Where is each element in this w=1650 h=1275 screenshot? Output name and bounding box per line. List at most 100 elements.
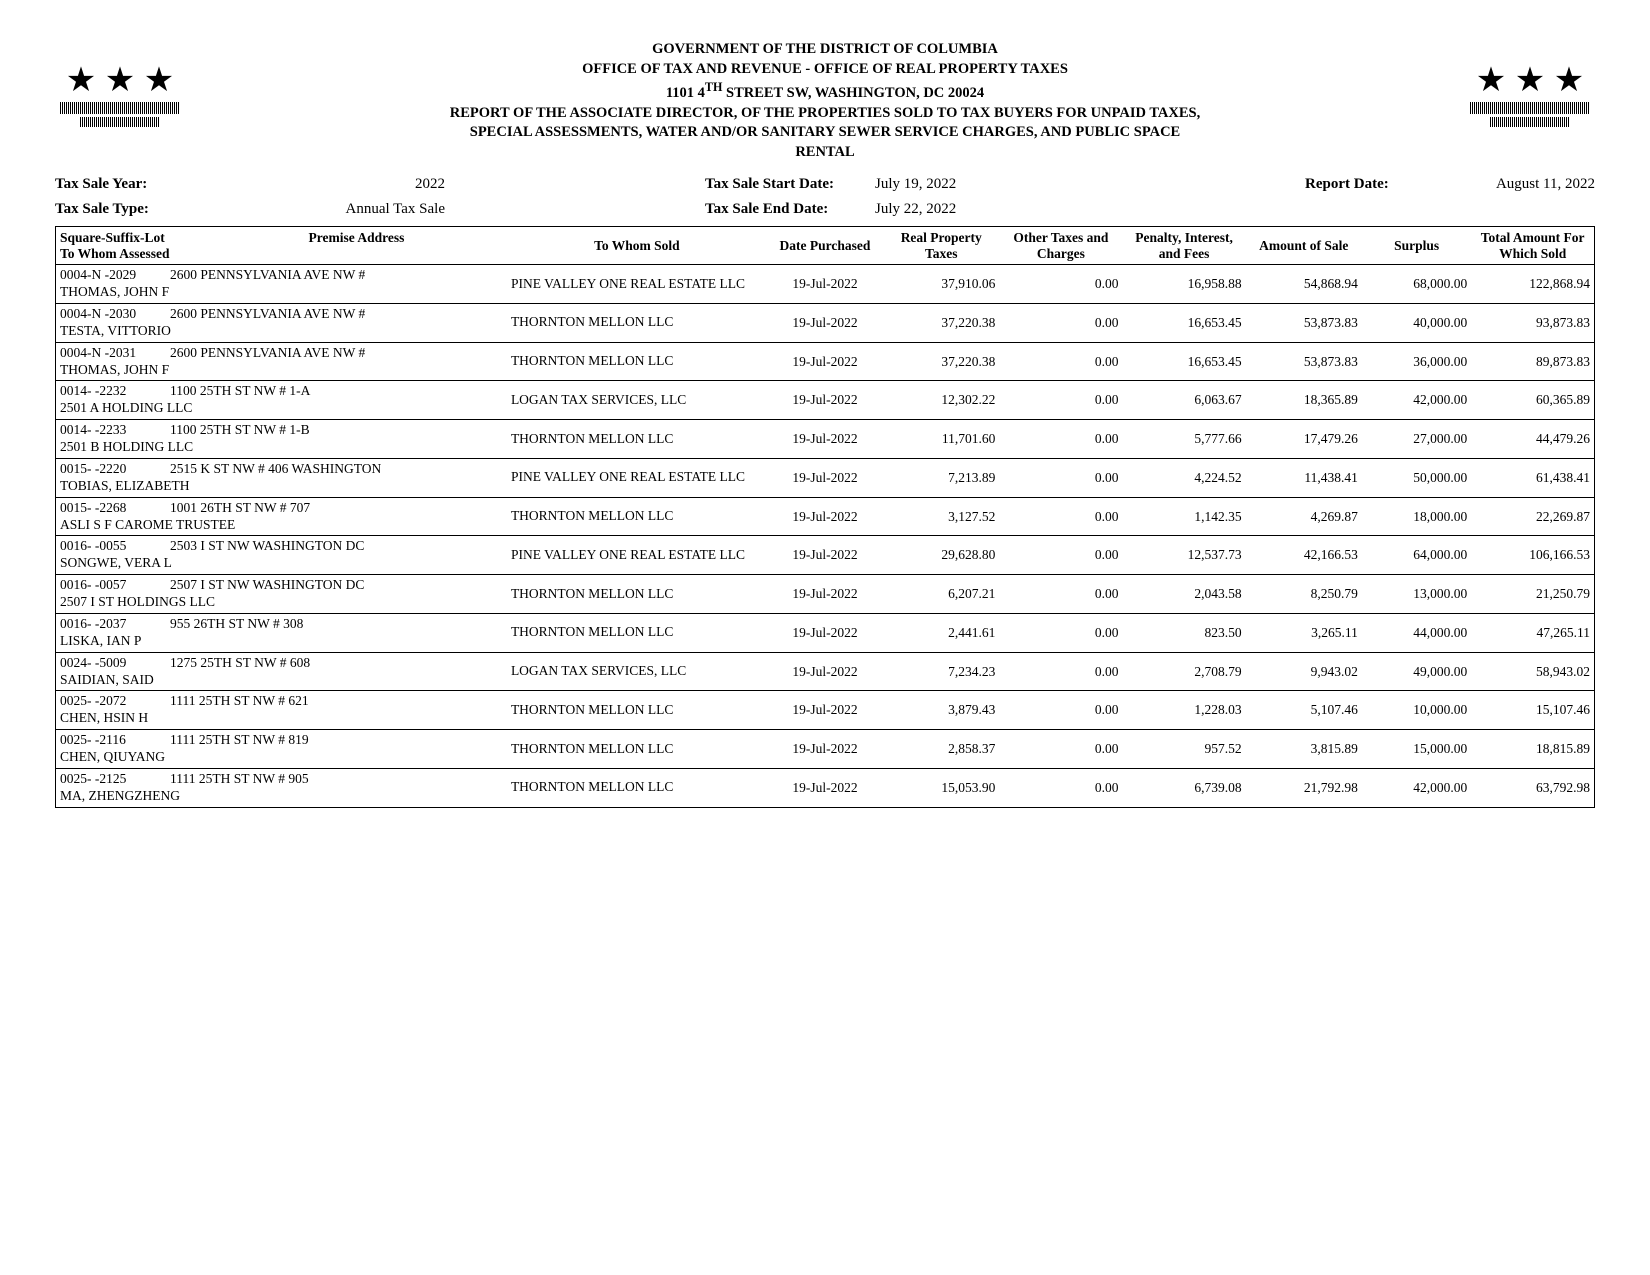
cell-sold-to: THORNTON MELLON LLC	[507, 768, 767, 807]
ssl: 0016- -2037	[60, 616, 170, 633]
ssl: 0024- -5009	[60, 655, 170, 672]
ssl: 0014- -2232	[60, 383, 170, 400]
cell-rpt: 37,220.38	[883, 342, 999, 381]
assessee: THOMAS, JOHN F	[60, 362, 503, 379]
premise-address: 1100 25TH ST NW # 1-B	[170, 422, 503, 439]
cell-property: 0015- -22681001 26TH ST NW # 707 ASLI S …	[56, 497, 507, 536]
title-block: GOVERNMENT OF THE DISTRICT OF COLUMBIA O…	[185, 40, 1465, 162]
cell-sold-to: THORNTON MELLON LLC	[507, 420, 767, 459]
cell-rpt: 37,910.06	[883, 265, 999, 304]
cell-surplus: 49,000.00	[1362, 652, 1471, 691]
meta-label: Tax Sale End Date:	[705, 201, 875, 218]
cell-pif: 2,043.58	[1122, 575, 1245, 614]
bar-icon	[1490, 117, 1570, 127]
ssl: 0015- -2268	[60, 500, 170, 517]
meta-value: 2022	[185, 176, 495, 193]
ssl: 0004-N -2030	[60, 306, 170, 323]
cell-total: 61,438.41	[1471, 458, 1594, 497]
cell-surplus: 42,000.00	[1362, 768, 1471, 807]
cell-property: 0025- -21251111 25TH ST NW # 905 MA, ZHE…	[56, 768, 507, 807]
cell-amt: 3,265.11	[1246, 613, 1362, 652]
cell-surplus: 18,000.00	[1362, 497, 1471, 536]
title-line: REPORT OF THE ASSOCIATE DIRECTOR, OF THE…	[195, 104, 1455, 124]
cell-other: 0.00	[999, 691, 1122, 730]
cell-rpt: 7,213.89	[883, 458, 999, 497]
cell-other: 0.00	[999, 420, 1122, 459]
table-row: 0015- -22681001 26TH ST NW # 707 ASLI S …	[56, 497, 1595, 536]
meta-block: Tax Sale Year: 2022 Tax Sale Type: Annua…	[55, 172, 1595, 222]
cell-pif: 16,958.88	[1122, 265, 1245, 304]
premise-address: 1111 25TH ST NW # 621	[170, 693, 503, 710]
col-ssl-addr-assessee: Square-Suffix-LotPremise Address To Whom…	[56, 227, 507, 265]
cell-amt: 3,815.89	[1246, 730, 1362, 769]
ssl: 0014- -2233	[60, 422, 170, 439]
cell-amt: 42,166.53	[1246, 536, 1362, 575]
cell-total: 44,479.26	[1471, 420, 1594, 459]
assessee: LISKA, IAN P	[60, 633, 503, 650]
title-line: RENTAL	[195, 143, 1455, 163]
table-row: 0014- -22331100 25TH ST NW # 1-B 2501 B …	[56, 420, 1595, 459]
cell-surplus: 44,000.00	[1362, 613, 1471, 652]
cell-rpt: 7,234.23	[883, 652, 999, 691]
premise-address: 1111 25TH ST NW # 905	[170, 771, 503, 788]
logo-left: ★ ★ ★	[55, 40, 185, 150]
cell-property: 0015- -22202515 K ST NW # 406 WASHINGTON…	[56, 458, 507, 497]
cell-amt: 53,873.83	[1246, 342, 1362, 381]
cell-sold-to: THORNTON MELLON LLC	[507, 691, 767, 730]
assessee: ASLI S F CAROME TRUSTEE	[60, 517, 503, 534]
cell-surplus: 36,000.00	[1362, 342, 1471, 381]
assessee: THOMAS, JOHN F	[60, 284, 503, 301]
cell-sold-to: LOGAN TAX SERVICES, LLC	[507, 652, 767, 691]
meta-label: Report Date:	[1305, 176, 1415, 193]
cell-total: 15,107.46	[1471, 691, 1594, 730]
premise-address: 955 26TH ST NW # 308	[170, 616, 503, 633]
bar-icon	[80, 117, 160, 127]
table-row: 0004-N -20292600 PENNSYLVANIA AVE NW # T…	[56, 265, 1595, 304]
col-other-taxes: Other Taxes and Charges	[999, 227, 1122, 265]
assessee: TESTA, VITTORIO	[60, 323, 503, 340]
title-line: OFFICE OF TAX AND REVENUE - OFFICE OF RE…	[195, 60, 1455, 80]
cell-pif: 1,142.35	[1122, 497, 1245, 536]
cell-rpt: 3,127.52	[883, 497, 999, 536]
premise-address: 2503 I ST NW WASHINGTON DC	[170, 538, 503, 555]
cell-property: 0025- -21161111 25TH ST NW # 819 CHEN, Q…	[56, 730, 507, 769]
premise-address: 1001 26TH ST NW # 707	[170, 500, 503, 517]
cell-pif: 2,708.79	[1122, 652, 1245, 691]
cell-surplus: 10,000.00	[1362, 691, 1471, 730]
cell-date: 19-Jul-2022	[767, 381, 883, 420]
cell-pif: 6,063.67	[1122, 381, 1245, 420]
bar-icon	[60, 102, 180, 114]
cell-other: 0.00	[999, 265, 1122, 304]
table-row: 0004-N -20302600 PENNSYLVANIA AVE NW # T…	[56, 303, 1595, 342]
table-row: 0016- -00572507 I ST NW WASHINGTON DC 25…	[56, 575, 1595, 614]
col-total-amount: Total Amount For Which Sold	[1471, 227, 1594, 265]
cell-other: 0.00	[999, 303, 1122, 342]
col-surplus: Surplus	[1362, 227, 1471, 265]
cell-pif: 16,653.45	[1122, 303, 1245, 342]
table-row: 0016- -2037955 26TH ST NW # 308 LISKA, I…	[56, 613, 1595, 652]
cell-amt: 17,479.26	[1246, 420, 1362, 459]
cell-rpt: 29,628.80	[883, 536, 999, 575]
ssl: 0025- -2072	[60, 693, 170, 710]
premise-address: 2515 K ST NW # 406 WASHINGTON	[170, 461, 503, 478]
cell-surplus: 40,000.00	[1362, 303, 1471, 342]
premise-address: 2600 PENNSYLVANIA AVE NW #	[170, 345, 503, 362]
cell-sold-to: PINE VALLEY ONE REAL ESTATE LLC	[507, 536, 767, 575]
cell-date: 19-Jul-2022	[767, 303, 883, 342]
cell-date: 19-Jul-2022	[767, 342, 883, 381]
cell-total: 63,792.98	[1471, 768, 1594, 807]
cell-other: 0.00	[999, 652, 1122, 691]
table-row: 0004-N -20312600 PENNSYLVANIA AVE NW # T…	[56, 342, 1595, 381]
cell-amt: 18,365.89	[1246, 381, 1362, 420]
table-row: 0014- -22321100 25TH ST NW # 1-A 2501 A …	[56, 381, 1595, 420]
report-header: ★ ★ ★ GOVERNMENT OF THE DISTRICT OF COLU…	[55, 40, 1595, 162]
bar-icon	[1470, 102, 1590, 114]
cell-pif: 6,739.08	[1122, 768, 1245, 807]
cell-other: 0.00	[999, 613, 1122, 652]
col-penalty-interest-fees: Penalty, Interest, and Fees	[1122, 227, 1245, 265]
cell-surplus: 50,000.00	[1362, 458, 1471, 497]
meta-value: July 22, 2022	[875, 201, 1095, 218]
col-amount-of-sale: Amount of Sale	[1246, 227, 1362, 265]
cell-total: 58,943.02	[1471, 652, 1594, 691]
cell-pif: 16,653.45	[1122, 342, 1245, 381]
